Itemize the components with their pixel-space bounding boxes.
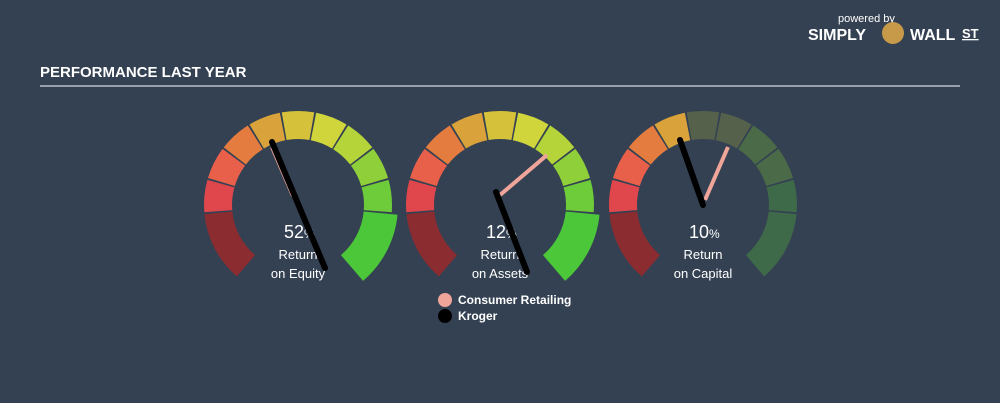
gauge-segment bbox=[715, 112, 752, 149]
powered-by: powered by bbox=[838, 13, 895, 25]
gauge-segment bbox=[340, 211, 398, 281]
gauge-segment bbox=[405, 179, 437, 213]
legend-label: Consumer Retailing bbox=[458, 293, 571, 307]
brand-logo bbox=[882, 22, 904, 44]
gauge-value: 10 bbox=[689, 222, 709, 242]
needle-company bbox=[269, 139, 328, 271]
gauge-segment bbox=[204, 179, 235, 213]
gauge-segment bbox=[612, 148, 651, 187]
section-title: PERFORMANCE LAST YEAR bbox=[40, 64, 247, 81]
gauge-segment bbox=[207, 148, 246, 187]
needle-industry bbox=[498, 153, 549, 197]
gauge-segment bbox=[281, 110, 315, 140]
gauge-segment bbox=[350, 148, 389, 187]
gauge-label: Return bbox=[278, 247, 317, 262]
gauge-segment bbox=[451, 112, 488, 149]
gauge-unit: % bbox=[709, 227, 720, 241]
needle-company bbox=[677, 137, 706, 208]
gauge-segment bbox=[204, 211, 256, 277]
gauge-segment bbox=[333, 125, 373, 165]
gauge-label: on Equity bbox=[271, 266, 326, 281]
gauge-label: on Capital bbox=[674, 266, 733, 281]
gauge-segment bbox=[542, 211, 600, 281]
gauge-segment bbox=[686, 111, 720, 140]
gauge-segment bbox=[609, 179, 640, 213]
needle-industry bbox=[703, 146, 730, 201]
gauge-value: 52 bbox=[284, 222, 304, 242]
gauge-segment bbox=[628, 125, 668, 165]
gauge-label: Return bbox=[480, 247, 519, 262]
needles bbox=[269, 137, 730, 275]
gauge-segment bbox=[766, 179, 797, 213]
legend-label: Kroger bbox=[458, 309, 498, 323]
gauge-segment bbox=[512, 112, 549, 149]
gauge-segment bbox=[223, 125, 263, 165]
brand-st: ST bbox=[962, 26, 979, 41]
gauge-segment bbox=[406, 211, 458, 277]
gauge-segment bbox=[310, 112, 347, 149]
brand-wall: WALL bbox=[910, 27, 956, 44]
gauge-segment bbox=[745, 211, 797, 277]
brand-simply: SIMPLY bbox=[808, 27, 866, 44]
gauge-segment bbox=[563, 179, 594, 213]
legend-swatch bbox=[438, 309, 452, 323]
gauge-value: 12 bbox=[486, 222, 506, 242]
gauge-segment bbox=[483, 110, 517, 140]
gauge-segment bbox=[738, 125, 778, 165]
gauge-segment bbox=[409, 148, 448, 187]
needle-company bbox=[493, 189, 530, 275]
gauge-segment bbox=[249, 112, 286, 149]
gauge-segment bbox=[552, 148, 591, 187]
gauge-segment bbox=[755, 148, 794, 187]
gauge-segment bbox=[609, 211, 661, 277]
gauge-segment bbox=[425, 125, 465, 165]
gauge-label: Return bbox=[683, 247, 722, 262]
gauge-label: on Assets bbox=[472, 266, 529, 281]
gauge-segment bbox=[361, 179, 392, 213]
legend-swatch bbox=[438, 293, 452, 307]
